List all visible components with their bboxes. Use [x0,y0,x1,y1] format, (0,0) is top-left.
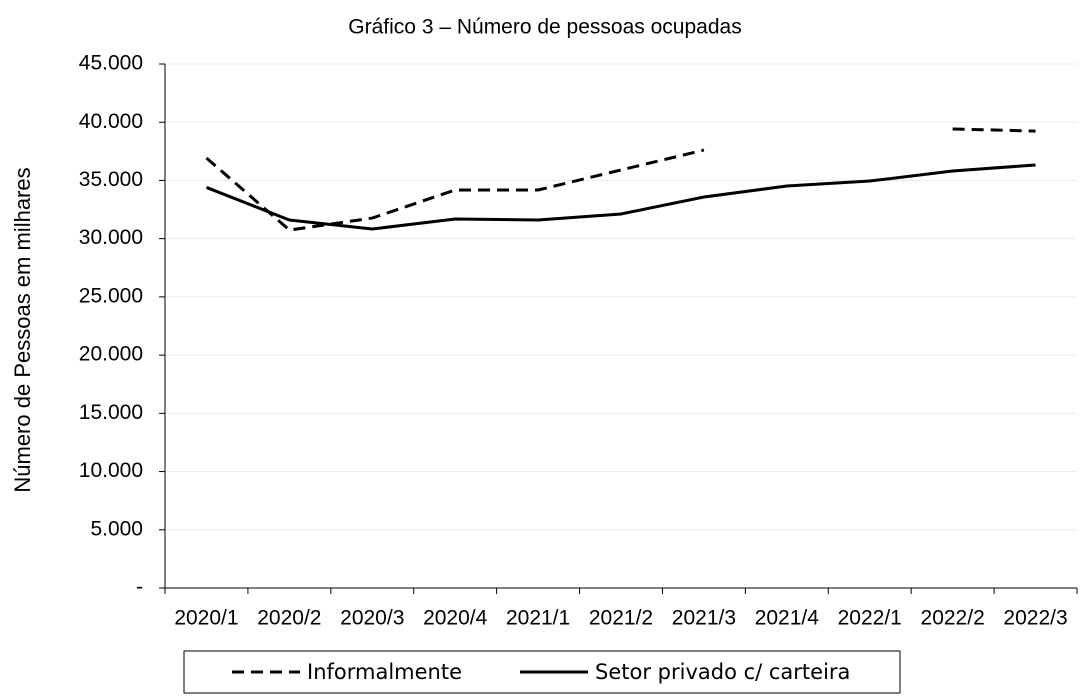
x-tick-label: 2021/1 [506,607,570,630]
y-tick-label: 35.000 [79,168,143,191]
legend-label: Setor privado c/ carteira [595,660,850,684]
chart-title: Gráfico 3 – Número de pessoas ocupadas [348,16,741,39]
y-tick-label: 45.000 [79,52,143,75]
y-tick-label: 25.000 [79,284,143,307]
y-tick-label: 40.000 [79,110,143,133]
x-tick-label: 2021/4 [755,607,820,630]
x-tick-label: 2022/1 [838,607,902,630]
x-tick-label: 2020/4 [423,607,488,630]
x-tick-label: 2020/2 [257,607,321,630]
y-tick-label: 30.000 [79,226,143,249]
y-tick-label: 10.000 [79,459,143,482]
legend-label: Informalmente [307,660,462,684]
x-tick-label: 2021/2 [589,607,653,630]
x-tick-label: 2021/3 [672,607,736,630]
y-axis-title: Número de Pessoas em milhares [10,167,35,492]
series-line [205,127,1036,232]
y-tick-label: 15.000 [79,401,143,424]
x-tick-label: 2022/2 [921,607,985,630]
x-tick-label: 2022/3 [1003,607,1067,630]
y-tick-label: 5.000 [90,517,143,540]
x-tick-label: 2020/1 [174,607,238,630]
y-tick-label: 20.000 [79,343,143,366]
y-tick-label: - [136,576,143,599]
series-line [205,163,1036,231]
x-tick-label: 2020/3 [340,607,404,630]
